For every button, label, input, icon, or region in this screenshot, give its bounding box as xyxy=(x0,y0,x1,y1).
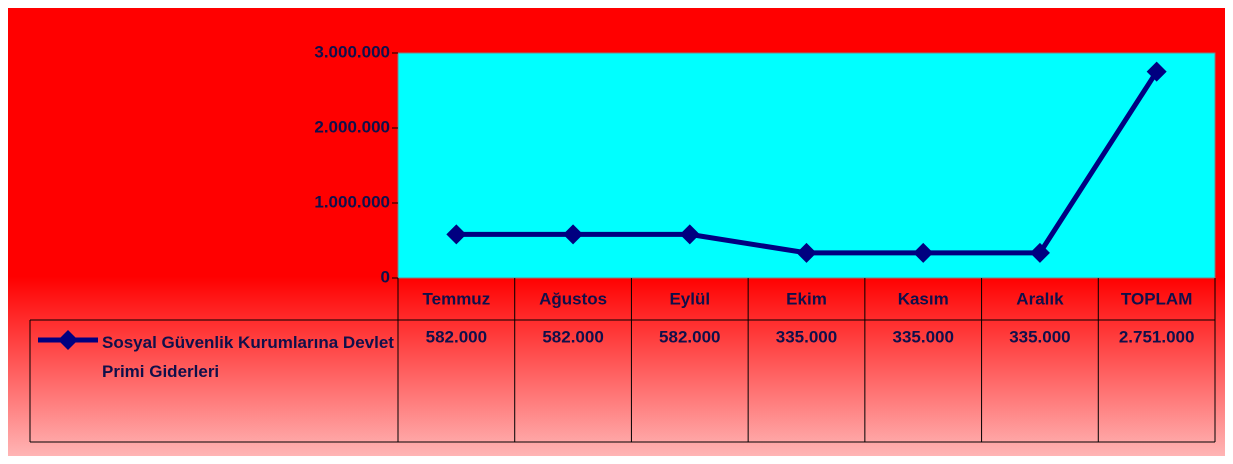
y-tick-label: 0 xyxy=(381,267,390,286)
legend-marker xyxy=(58,330,78,350)
point-marker xyxy=(913,242,934,263)
point-marker xyxy=(446,224,467,245)
data-table-value: 335.000 xyxy=(892,327,953,346)
data-table-value: 2.751.000 xyxy=(1119,327,1195,346)
x-tick-label: TOPLAM xyxy=(1121,289,1192,308)
point-marker xyxy=(563,224,584,245)
data-table-value: 335.000 xyxy=(776,327,837,346)
data-table-value: 582.000 xyxy=(659,327,720,346)
x-tick-label: Ağustos xyxy=(539,289,607,308)
y-tick-label: 1.000.000 xyxy=(314,192,390,211)
x-tick-label: Aralık xyxy=(1016,289,1064,308)
legend-label-box: Sosyal Güvenlik Kurumlarına Devlet Primi… xyxy=(102,333,394,381)
x-tick-label: Kasım xyxy=(898,289,949,308)
data-table-value: 582.000 xyxy=(542,327,603,346)
point-marker xyxy=(796,242,817,263)
legend-label: Sosyal Güvenlik Kurumlarına Devlet Primi… xyxy=(102,333,394,381)
x-tick-label: Eylül xyxy=(669,289,710,308)
point-marker xyxy=(1029,242,1050,263)
y-tick-label: 2.000.000 xyxy=(314,117,390,136)
y-tick-label: 3.000.000 xyxy=(314,42,390,61)
data-table-value: 582.000 xyxy=(426,327,487,346)
data-table-value: 335.000 xyxy=(1009,327,1070,346)
x-tick-label: Ekim xyxy=(786,289,827,308)
point-marker xyxy=(679,224,700,245)
point-marker xyxy=(1146,61,1167,82)
x-tick-label: Temmuz xyxy=(423,289,491,308)
plot-area xyxy=(397,52,1216,279)
